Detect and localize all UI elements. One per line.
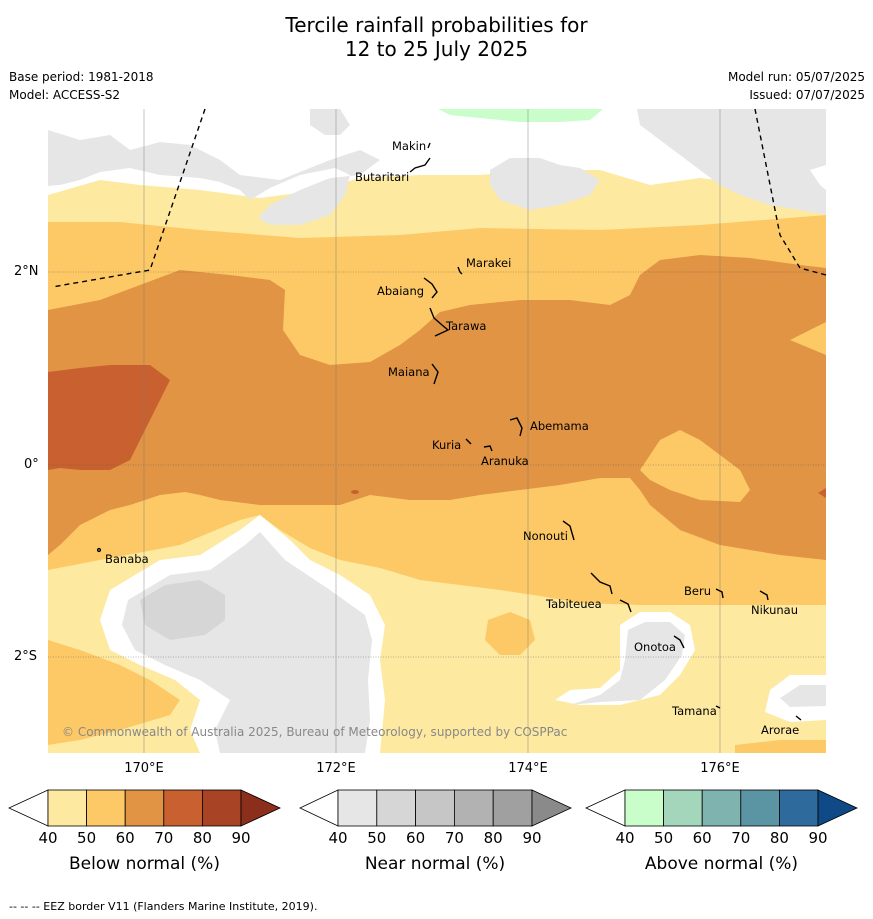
island-banaba — [96, 547, 102, 553]
lon-label-176e: 176°E — [700, 761, 740, 776]
lon-label-170e: 170°E — [124, 761, 164, 776]
island-maiana — [431, 363, 439, 385]
region-near-40-50-far-east — [780, 685, 826, 707]
model-run: Model run: 05/07/2025 — [727, 70, 865, 84]
region-near-40-50-top-left — [48, 130, 380, 225]
region-near-40-50-center-top — [490, 158, 600, 210]
region-below-50-60-south-patch — [485, 612, 535, 655]
island-tarawa — [429, 307, 450, 337]
cb-above-tick: 80 — [769, 829, 789, 847]
region-near-40-50-top-mid — [310, 109, 350, 135]
island-arorae — [795, 715, 802, 721]
island-tabiteuea-south — [619, 599, 632, 613]
lon-label-174e: 174°E — [508, 761, 548, 776]
place-label: Maiana — [388, 365, 430, 379]
cb-near-tick: 70 — [444, 829, 464, 847]
place-label: Makin — [392, 139, 426, 153]
region-below-70-80-east — [818, 488, 826, 498]
cb-near-tick: 50 — [367, 829, 387, 847]
region-below-50-60-east — [640, 430, 750, 502]
place-label: Tarawa — [445, 319, 486, 333]
cb-above-tick: 90 — [808, 829, 828, 847]
island-tabiteuea-north — [590, 572, 613, 595]
colorbar-below-label: Below normal (%) — [69, 854, 220, 874]
place-label: Tamana — [671, 704, 717, 718]
map-fill — [48, 109, 826, 753]
colorbar-below-normal — [8, 789, 281, 827]
lon-label-172e: 172°E — [316, 761, 356, 776]
place-label: Abaiang — [377, 284, 424, 298]
cb-above-tick: 70 — [731, 829, 751, 847]
cb-near-tick: 90 — [522, 829, 542, 847]
place-label: Nonouti — [523, 529, 568, 543]
place-label: Tabiteuea — [545, 597, 602, 611]
island-marakei — [457, 266, 463, 275]
place-label: Aranuka — [481, 454, 529, 468]
island-kuria — [465, 438, 472, 445]
place-label: Butaritari — [355, 170, 409, 184]
island-butaritari — [409, 157, 431, 173]
cb-near-tick: 80 — [483, 829, 503, 847]
island-abaiang — [423, 277, 438, 299]
island-abemama — [509, 417, 523, 437]
issued-date: Issued: 07/07/2025 — [749, 88, 865, 102]
island-beru — [715, 588, 724, 599]
eez-border — [51, 108, 827, 288]
region-near-50-60-south — [140, 580, 225, 640]
region-near-40-50-southeast — [570, 622, 685, 705]
island-makin — [427, 142, 431, 149]
region-below-50-60-southwest — [48, 640, 180, 745]
colorbar-near-normal — [299, 789, 572, 827]
place-label: Nikunau — [751, 603, 798, 617]
colorbar-near-label: Near normal (%) — [364, 854, 506, 874]
copyright-notice: © Commonwealth of Australia 2025, Bureau… — [62, 725, 567, 739]
islands — [96, 142, 802, 721]
latitude-gridlines — [48, 271, 826, 658]
region-above-40-50 — [438, 109, 603, 122]
place-label: Banaba — [105, 552, 149, 566]
title-line-1: Tercile rainfall probabilities for — [285, 13, 588, 37]
cb-below-tick: 40 — [38, 829, 58, 847]
cb-below-tick: 80 — [192, 829, 212, 847]
place-label: Arorae — [761, 723, 799, 737]
colorbar-above-label: Above normal (%) — [644, 854, 799, 874]
island-onotoa — [673, 635, 685, 649]
lat-label-equator: 0° — [24, 457, 39, 472]
region-below-50-60-southeast — [735, 740, 826, 753]
model-name: Model: ACCESS-S2 — [9, 88, 121, 102]
region-below-60-70 — [48, 255, 826, 560]
lat-label-2s: 2°S — [14, 649, 38, 664]
cb-below-tick: 60 — [115, 829, 135, 847]
cb-above-tick: 50 — [654, 829, 674, 847]
place-label: Marakei — [466, 256, 511, 270]
region-below-70-80-dot — [351, 490, 359, 494]
island-tamana — [715, 705, 721, 709]
island-aranuka — [483, 445, 493, 452]
place-label: Beru — [684, 584, 711, 598]
island-nonouti — [562, 520, 575, 541]
cb-below-tick: 90 — [231, 829, 251, 847]
cb-near-tick: 60 — [406, 829, 426, 847]
title-line-2: 12 to 25 July 2025 — [344, 37, 529, 61]
longitude-gridlines — [143, 109, 721, 753]
cb-below-tick: 50 — [77, 829, 97, 847]
cb-below-tick: 70 — [154, 829, 174, 847]
place-label: Onotoa — [634, 640, 676, 654]
colorbar-above-normal — [585, 789, 858, 827]
region-below-70-80 — [48, 365, 170, 470]
cb-near-tick: 40 — [328, 829, 348, 847]
base-period: Base period: 1981-2018 — [9, 70, 154, 84]
place-label: Kuria — [432, 438, 461, 452]
island-nikunau — [759, 590, 769, 601]
place-label: Abemama — [530, 419, 589, 433]
place-labels: Makin Butaritari Marakei Abaiang Tarawa … — [105, 139, 799, 737]
region-near-40-50-top-right — [637, 109, 826, 215]
cb-above-tick: 60 — [692, 829, 712, 847]
cb-above-tick: 40 — [615, 829, 635, 847]
eez-footnote: -- -- -- EEZ border V11 (Flanders Marine… — [9, 900, 318, 913]
lat-label-2n: 2°N — [14, 264, 39, 279]
